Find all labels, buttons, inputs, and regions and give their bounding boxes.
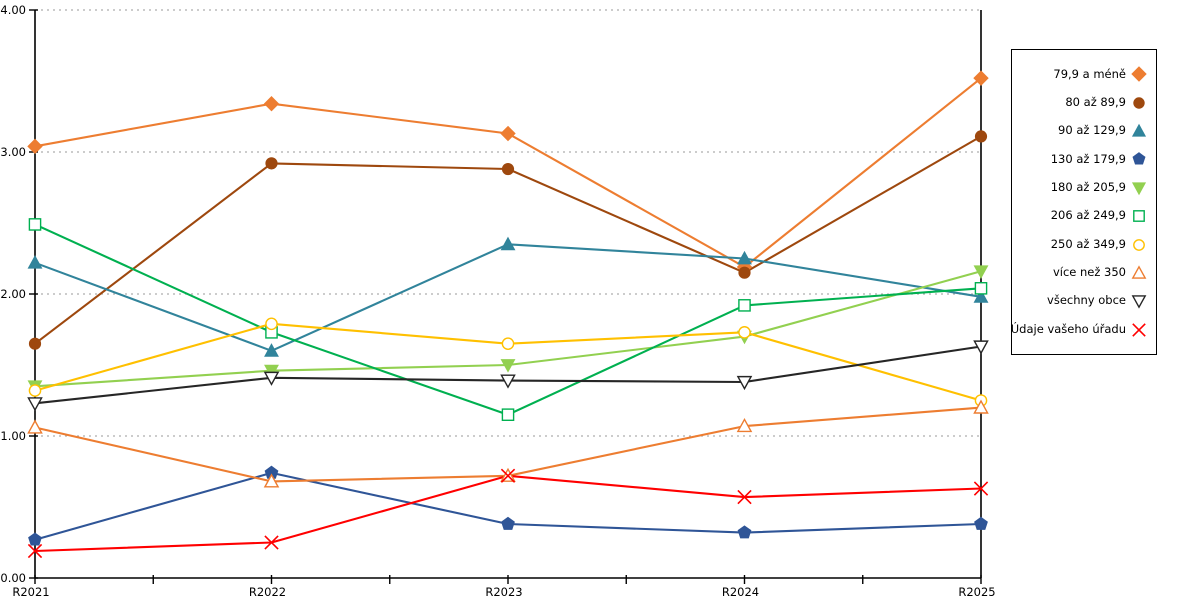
y-tick-label: 4.00 — [0, 3, 26, 17]
legend-square-icon — [1133, 210, 1145, 223]
legend: 79,9 a méně 80 až 89,9 90 až 129,9 130 až 1… — [1011, 49, 1157, 355]
data-point-marker — [264, 343, 279, 357]
legend-item: 130 až 179,9 — [1012, 151, 1156, 167]
data-point-marker — [500, 236, 516, 251]
data-point-marker — [737, 250, 752, 265]
data-point-marker — [501, 408, 515, 422]
data-point-marker — [27, 543, 43, 559]
data-point-marker — [973, 340, 989, 355]
data-point-marker — [1133, 97, 1145, 109]
x-tick-label: R2024 — [722, 585, 759, 599]
y-tick-label: 2.00 — [0, 287, 26, 301]
legend-item: 206 až 249,9 — [1012, 208, 1156, 224]
data-point-marker — [264, 364, 279, 379]
y-tick-label: 1.00 — [0, 429, 26, 443]
data-point-marker — [27, 255, 43, 269]
data-point-marker — [973, 265, 989, 279]
legend-item: 90 až 129,9 — [1012, 123, 1156, 139]
legend-triangle-up-icon — [1131, 123, 1147, 137]
data-point-marker — [1131, 66, 1147, 83]
data-point-marker — [974, 130, 988, 143]
data-point-marker — [1132, 152, 1146, 165]
data-point-marker — [265, 157, 278, 170]
data-point-marker — [974, 282, 988, 295]
data-point-marker — [973, 70, 989, 86]
data-point-marker — [263, 371, 280, 386]
legend-triangle-down-icon — [1131, 295, 1147, 309]
data-point-marker — [501, 162, 515, 176]
data-point-marker — [28, 337, 42, 350]
data-point-marker — [27, 138, 43, 155]
y-tick-label: 3.00 — [0, 145, 26, 159]
data-point-marker — [738, 326, 751, 339]
legend-label: 79,9 a méně — [1053, 66, 1126, 81]
data-point-marker — [1132, 322, 1146, 337]
data-point-marker — [265, 317, 278, 331]
data-point-marker — [974, 516, 988, 530]
legend-circle-icon — [1133, 97, 1145, 109]
data-point-marker — [500, 374, 516, 389]
data-point-marker — [736, 375, 753, 391]
legend-label: více než 350 — [1052, 265, 1126, 280]
legend-x-icon — [1132, 322, 1146, 337]
legend-label: 80 až 89,9 — [1065, 94, 1126, 109]
data-point-marker — [263, 96, 280, 112]
data-point-marker — [1133, 210, 1145, 223]
legend-label: 180 až 205,9 — [1050, 180, 1126, 195]
legend-pentagon-icon — [1132, 152, 1146, 165]
x-tick-label: R2025 — [958, 585, 995, 599]
legend-triangle-down-icon — [1131, 182, 1147, 196]
series-line — [34, 474, 982, 553]
legend-item: Údaje vašeho úřadu — [1010, 321, 1156, 338]
y-tick-label: 0.00 — [0, 571, 26, 585]
data-point-marker — [27, 397, 43, 412]
data-point-marker — [500, 359, 516, 373]
legend-item: 80 až 89,9 — [1012, 95, 1156, 111]
data-point-marker — [27, 419, 43, 434]
data-point-marker — [500, 468, 516, 483]
data-point-marker — [500, 125, 516, 142]
data-point-marker — [28, 532, 42, 546]
legend-label: 90 až 129,9 — [1058, 123, 1126, 138]
data-point-marker — [1131, 123, 1147, 137]
legend-label: 250 až 349,9 — [1050, 236, 1126, 251]
legend-item: 180 až 205,9 — [1012, 180, 1156, 196]
data-point-marker — [973, 289, 989, 303]
data-point-marker — [501, 516, 515, 530]
legend-item: více než 350 — [1012, 265, 1156, 281]
data-point-marker — [1131, 265, 1147, 279]
data-point-marker — [501, 337, 515, 351]
x-tick-label: R2023 — [485, 585, 522, 599]
legend-label: Údaje vašeho úřadu — [1010, 321, 1126, 336]
data-point-marker — [973, 399, 989, 414]
data-point-marker — [738, 299, 751, 312]
data-point-marker — [737, 489, 752, 505]
data-point-marker — [1131, 295, 1147, 309]
legend-triangle-up-icon — [1131, 265, 1147, 279]
legend-item: všechny obce — [1012, 293, 1156, 309]
data-point-marker — [263, 473, 280, 488]
data-point-marker — [1131, 182, 1147, 196]
x-tick-label: R2021 — [12, 585, 49, 599]
legend-item: 79,9 a méně — [1012, 66, 1156, 83]
data-point-marker — [737, 525, 752, 539]
data-point-marker — [736, 418, 753, 433]
data-point-marker — [28, 384, 42, 397]
data-point-marker — [738, 266, 751, 279]
data-point-marker — [973, 481, 989, 496]
legend-label: všechny obce — [1047, 293, 1126, 308]
x-tick-label: R2022 — [249, 585, 286, 599]
legend-item: 250 až 349,9 — [1012, 237, 1156, 253]
legend-label: 206 až 249,9 — [1050, 208, 1126, 223]
legend-diamond-icon — [1131, 66, 1147, 83]
data-point-marker — [28, 218, 42, 231]
data-point-marker — [264, 535, 279, 550]
legend-label: 130 až 179,9 — [1050, 151, 1126, 166]
data-point-marker — [1133, 238, 1145, 251]
legend-circle-icon — [1133, 238, 1145, 251]
